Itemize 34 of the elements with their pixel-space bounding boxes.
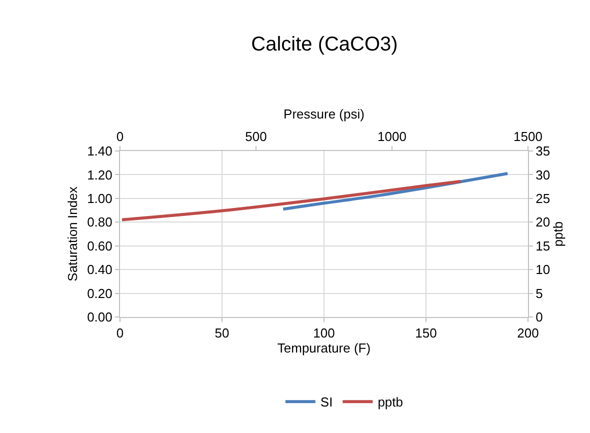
y2-tick-label: 20 xyxy=(536,214,550,230)
y-tick-label: 0.60 xyxy=(87,238,112,254)
x2-axis-title: Pressure (psi) xyxy=(284,106,364,122)
y2-tick-label: 5 xyxy=(536,286,543,301)
x2-tick-label: 0 xyxy=(116,128,124,144)
y-tick-label: 0.40 xyxy=(87,262,112,278)
y-axis-title: Saturation Index xyxy=(65,186,80,282)
y2-tick-label: 15 xyxy=(536,238,550,254)
y-tick-label: 1.00 xyxy=(87,190,112,206)
x-tick-label: 100 xyxy=(313,326,335,341)
y2-tick-label: 10 xyxy=(536,262,550,278)
y-tick-label: 1.40 xyxy=(87,144,112,159)
legend-label: SI xyxy=(320,394,333,410)
line-series xyxy=(120,180,462,222)
x-tick-label: 0 xyxy=(116,326,124,341)
chart-title: Calcite (CaCO3) xyxy=(251,33,398,56)
y-tick-label: 0.00 xyxy=(87,310,112,325)
line-series xyxy=(282,172,510,211)
y-tick-label: 0.80 xyxy=(87,214,112,230)
y2-tick-label: 30 xyxy=(536,167,550,182)
x-tick-label: 50 xyxy=(214,326,230,341)
y2-tick-label: 0 xyxy=(536,310,543,325)
x2-tick-label: 500 xyxy=(245,128,267,144)
x-tick-label: 200 xyxy=(517,326,539,341)
y-tick-label: 1.20 xyxy=(87,167,112,182)
y2-tick-label: 35 xyxy=(536,144,550,159)
y2-tick-label: 25 xyxy=(536,190,550,206)
x2-tick-label: 1000 xyxy=(378,128,406,144)
x-axis-title: Tempurature (F) xyxy=(277,340,371,356)
legend-label: pptb xyxy=(378,394,404,410)
y-tick-label: 0.20 xyxy=(87,286,112,301)
y2-axis-title: pptb xyxy=(550,221,566,247)
x2-tick-label: 1500 xyxy=(514,128,542,144)
x-tick-label: 150 xyxy=(415,326,437,341)
